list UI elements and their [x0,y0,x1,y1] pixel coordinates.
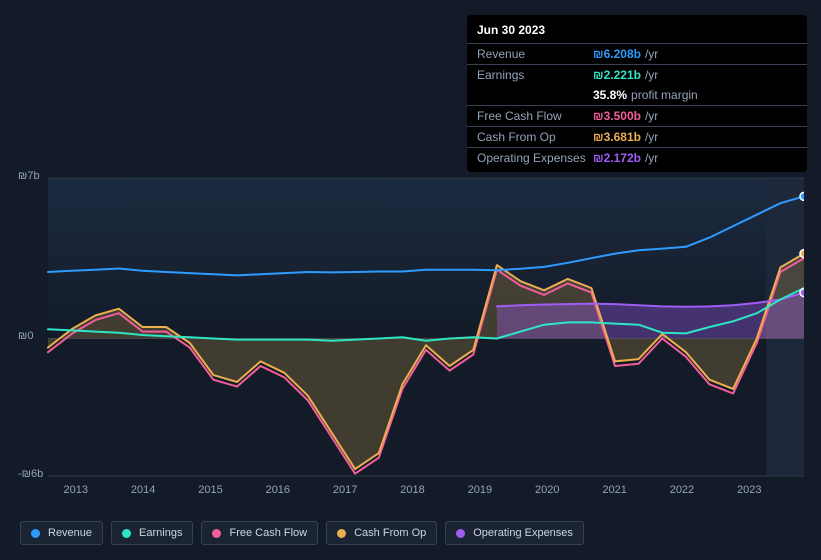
tooltip-row-value: ₪2.221b/yr [593,68,658,82]
legend-label: Earnings [139,527,182,539]
chart-svg [18,158,804,498]
legend-swatch [456,529,465,538]
tooltip-row-suffix: /yr [645,68,658,82]
tooltip-row: Free Cash Flow₪3.500b/yr [467,105,807,126]
tooltip-row-label: Cash From Op [477,130,593,144]
tooltip-row-suffix: /yr [645,130,658,144]
legend-cash-from-op[interactable]: Cash From Op [326,521,437,545]
tooltip-row-value: 35.8%profit margin [593,88,698,102]
x-axis-label: 2015 [198,484,222,496]
tooltip-row-label: Earnings [477,68,593,82]
tooltip-row-value: ₪3.681b/yr [593,130,658,144]
legend-label: Operating Expenses [473,527,573,539]
tooltip-row-suffix: /yr [645,47,658,61]
legend-label: Cash From Op [354,527,426,539]
x-axis-label: 2021 [602,484,626,496]
tooltip-row-value: ₪6.208b/yr [593,47,658,61]
x-axis-label: 2018 [400,484,424,496]
legend-swatch [212,529,221,538]
y-axis-label: -₪6b [18,468,43,480]
x-axis-label: 2019 [468,484,492,496]
tooltip-row-label: Free Cash Flow [477,109,593,123]
x-axis-label: 2022 [670,484,694,496]
x-axis-label: 2014 [131,484,155,496]
tooltip-row: Revenue₪6.208b/yr [467,43,807,64]
tooltip-row: Cash From Op₪3.681b/yr [467,126,807,147]
tooltip-row-label: Revenue [477,47,593,61]
x-axis-label: 2023 [737,484,761,496]
x-axis-label: 2016 [266,484,290,496]
legend-free-cash-flow[interactable]: Free Cash Flow [201,521,318,545]
tooltip-row: 35.8%profit margin [467,85,807,105]
legend-label: Revenue [48,527,92,539]
chart-area: ₪7b ₪0 -₪6b 2013 2014 2015 2016 2017 2018 2019 20… [18,158,804,498]
legend-label: Free Cash Flow [229,527,307,539]
x-axis-label: 2020 [535,484,559,496]
legend-swatch [31,529,40,538]
legend-operating-expenses[interactable]: Operating Expenses [445,521,584,545]
tooltip-row: Operating Expenses₪2.172b/yr [467,147,807,168]
legend-swatch [337,529,346,538]
tooltip-row-suffix: /yr [645,151,658,165]
tooltip-date: Jun 30 2023 [467,23,807,43]
x-axis-label: 2017 [333,484,357,496]
y-axis-label: ₪0 [18,330,33,342]
legend-swatch [122,529,131,538]
legend-revenue[interactable]: Revenue [20,521,103,545]
chart-tooltip: Jun 30 2023 Revenue₪6.208b/yrEarnings₪2.… [467,15,807,172]
legend-earnings[interactable]: Earnings [111,521,193,545]
x-axis-label: 2013 [64,484,88,496]
tooltip-row-suffix: profit margin [631,88,698,102]
legend: Revenue Earnings Free Cash Flow Cash From O… [20,521,584,545]
tooltip-row-label: Operating Expenses [477,151,593,165]
tooltip-row-suffix: /yr [645,109,658,123]
tooltip-row-value: ₪3.500b/yr [593,109,658,123]
tooltip-row: Earnings₪2.221b/yr [467,64,807,85]
tooltip-row-value: ₪2.172b/yr [593,151,658,165]
tooltip-row-label [477,88,593,102]
y-axis-label: ₪7b [18,170,40,182]
